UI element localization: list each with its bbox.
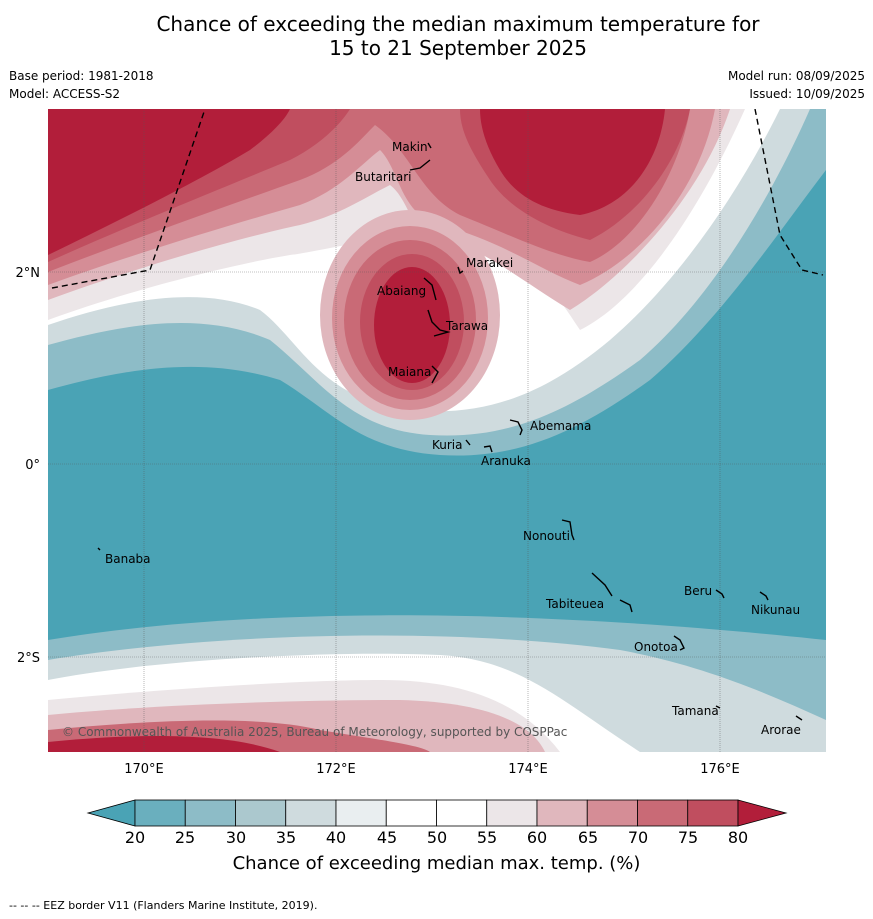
label-abaiang: Abaiang xyxy=(377,284,426,298)
label-makin: Makin xyxy=(392,140,428,154)
meta-right: Model run: 08/09/2025 Issued: 10/09/2025 xyxy=(728,67,865,103)
colorbar-tick-40: 40 xyxy=(325,828,347,847)
island-aranuka xyxy=(483,445,493,453)
label-beru: Beru xyxy=(684,584,712,598)
probability-field xyxy=(48,109,826,752)
colorbar-segment xyxy=(436,799,488,827)
colorbar-segment xyxy=(637,799,689,827)
colorbar-tick-65: 65 xyxy=(577,828,599,847)
island-maiana xyxy=(431,365,439,384)
colorbar-tick-45: 45 xyxy=(376,828,398,847)
label-tabiteuea: Tabiteuea xyxy=(545,597,604,611)
island-tarawa xyxy=(427,309,451,337)
model-run: Model run: 08/09/2025 xyxy=(727,69,865,83)
lon-label-174: 174°E xyxy=(508,762,548,777)
colorbar-segment xyxy=(285,799,337,827)
meta-left: Base period: 1981-2018 Model: ACCESS-S2 xyxy=(9,67,154,103)
island-beru xyxy=(715,589,725,599)
island-arorae xyxy=(795,715,803,721)
colorbar-segment xyxy=(134,799,186,827)
island-makin xyxy=(427,142,432,149)
north-core-80a xyxy=(48,109,290,255)
label-nikunau: Nikunau xyxy=(751,603,800,617)
colorbar-segment xyxy=(235,799,287,827)
colorbar-tick-70: 70 xyxy=(627,828,649,847)
islands xyxy=(97,142,803,721)
island-nonouti xyxy=(561,519,575,541)
north-core-80b xyxy=(480,109,665,215)
eez-borders xyxy=(51,109,824,289)
colorbar-segment xyxy=(385,799,437,827)
colorbar-label: Chance of exceeding median max. temp. (%… xyxy=(232,853,641,874)
label-abemama: Abemama xyxy=(530,419,591,433)
label-marakei: Marakei xyxy=(466,256,513,270)
lon-label-172: 172°E xyxy=(316,762,356,777)
place-labels: Makin Butaritari Marakei Abaiang Tarawa … xyxy=(105,140,801,737)
lon-label-170: 170°E xyxy=(124,762,164,777)
colorbar-tick-55: 55 xyxy=(476,828,498,847)
island-tabiteuea xyxy=(591,572,633,613)
colorbar-tick-20: 20 xyxy=(124,828,146,847)
colorbar-tick-25: 25 xyxy=(174,828,196,847)
grid xyxy=(48,109,826,752)
label-tarawa: Tarawa xyxy=(445,319,488,333)
label-banaba: Banaba xyxy=(105,552,151,566)
label-kuria: Kuria xyxy=(432,438,463,452)
copyright-text: © Commonwealth of Australia 2025, Bureau… xyxy=(62,725,567,739)
colorbar-segment xyxy=(687,799,739,827)
colorbar-extend-high xyxy=(737,799,788,827)
island-kuria xyxy=(465,439,471,446)
model-name: Model: ACCESS-S2 xyxy=(9,87,121,101)
eez-border-east xyxy=(754,109,824,276)
island-abemama xyxy=(509,419,523,436)
label-nonouti: Nonouti xyxy=(523,529,570,543)
colorbar-tick-35: 35 xyxy=(275,828,297,847)
colorbar xyxy=(86,799,788,827)
colorbar-segment xyxy=(486,799,538,827)
title-line-1: Chance of exceeding the median maximum t… xyxy=(156,12,760,36)
island-butaritari xyxy=(409,159,431,171)
label-butaritari: Butaritari xyxy=(355,170,412,184)
axis-labels: 2°N 0° 2°S 170°E 172°E 174°E 176°E xyxy=(16,266,740,777)
colorbar-tick-30: 30 xyxy=(225,828,247,847)
label-maiana: Maiana xyxy=(388,365,431,379)
colorbar-tick-60: 60 xyxy=(526,828,548,847)
base-period: Base period: 1981-2018 xyxy=(9,69,154,83)
colorbar-segment xyxy=(335,799,387,827)
colorbar-segment xyxy=(586,799,638,827)
island-banaba xyxy=(97,547,101,551)
colorbar-segment xyxy=(536,799,588,827)
label-tamana: Tamana xyxy=(671,704,719,718)
label-aranuka: Aranuka xyxy=(481,454,531,468)
lon-label-176: 176°E xyxy=(700,762,740,777)
label-arorae: Arorae xyxy=(761,723,801,737)
colorbar-tick-80: 80 xyxy=(727,828,749,847)
island-onotoa xyxy=(673,635,685,651)
label-onotoa: Onotoa xyxy=(634,640,678,654)
island-abaiang xyxy=(423,277,437,301)
lat-label-2s: 2°S xyxy=(17,651,40,666)
lat-label-0: 0° xyxy=(25,458,40,473)
colorbar-segment xyxy=(184,799,236,827)
island-nikunau xyxy=(759,591,769,601)
footer-note: -- -- -- EEZ border V11 (Flanders Marine… xyxy=(9,899,318,912)
map-title: Chance of exceeding the median maximum t… xyxy=(0,12,873,60)
colorbar-tick-50: 50 xyxy=(426,828,448,847)
island-tamana xyxy=(715,705,721,709)
south-band-80 xyxy=(48,736,280,752)
issued-date: Issued: 10/09/2025 xyxy=(749,87,865,101)
colorbar-extend-low xyxy=(86,799,136,827)
core-80 xyxy=(374,267,450,383)
eez-border-west xyxy=(51,109,206,289)
island-marakei xyxy=(457,266,464,275)
title-line-2: 15 to 21 September 2025 xyxy=(329,36,587,60)
colorbar-tick-75: 75 xyxy=(677,828,699,847)
lat-label-2n: 2°N xyxy=(16,266,41,281)
